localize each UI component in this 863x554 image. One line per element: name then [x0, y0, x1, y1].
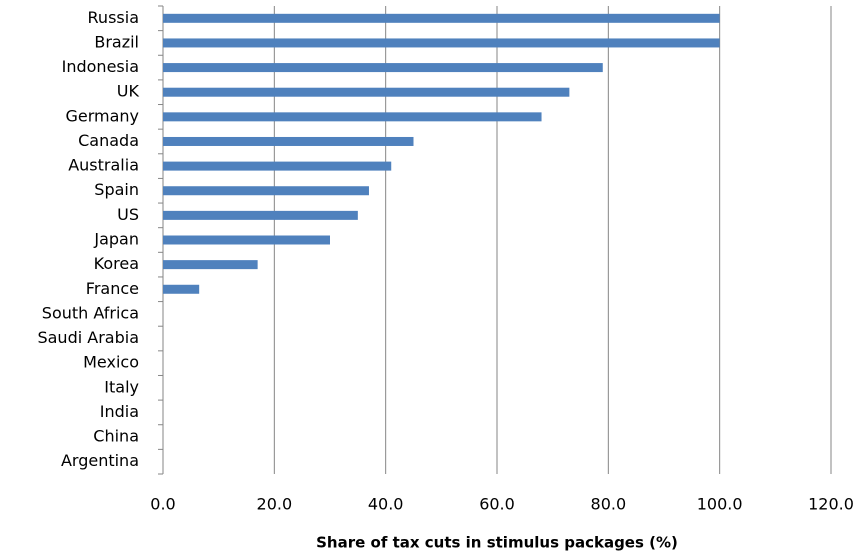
bar	[163, 63, 603, 73]
bar	[163, 161, 392, 171]
x-axis-title: Share of tax cuts in stimulus packages (…	[316, 534, 678, 552]
x-tick-label: 80.0	[591, 495, 627, 514]
y-tick-label: Russia	[88, 8, 139, 27]
y-tick-label: Canada	[78, 131, 139, 150]
y-tick-label: Brazil	[94, 32, 139, 51]
bar	[163, 136, 414, 146]
y-tick-label: UK	[117, 82, 140, 101]
bar	[163, 13, 720, 23]
bar	[163, 260, 258, 270]
bar	[163, 38, 720, 48]
y-tick-label: China	[93, 427, 139, 446]
y-tick-label: Korea	[94, 254, 139, 273]
y-tick-label: Italy	[104, 377, 139, 396]
y-tick-label: US	[117, 205, 139, 224]
bar	[163, 186, 369, 196]
x-tick-label: 100.0	[697, 495, 743, 514]
bar	[163, 210, 358, 220]
x-tick-label: 40.0	[368, 495, 404, 514]
bar	[163, 235, 330, 245]
bar	[163, 112, 542, 122]
y-tick-label: South Africa	[42, 303, 139, 322]
y-tick-label: India	[100, 402, 139, 421]
y-tick-label: Spain	[94, 180, 139, 199]
bar	[163, 284, 200, 294]
y-tick-label: Germany	[65, 106, 139, 125]
y-tick-label: Saudi Arabia	[37, 328, 139, 347]
x-tick-label: 20.0	[257, 495, 293, 514]
bar	[163, 87, 570, 97]
x-tick-label: 0.0	[150, 495, 175, 514]
y-tick-label: Argentina	[61, 451, 139, 470]
y-tick-label: France	[86, 279, 139, 298]
y-tick-label: Australia	[68, 156, 139, 175]
x-tick-label: 120.0	[808, 495, 854, 514]
y-tick-label: Mexico	[83, 353, 139, 372]
x-tick-label: 60.0	[479, 495, 515, 514]
y-tick-label: Indonesia	[62, 57, 139, 76]
y-tick-label: Japan	[93, 230, 139, 249]
